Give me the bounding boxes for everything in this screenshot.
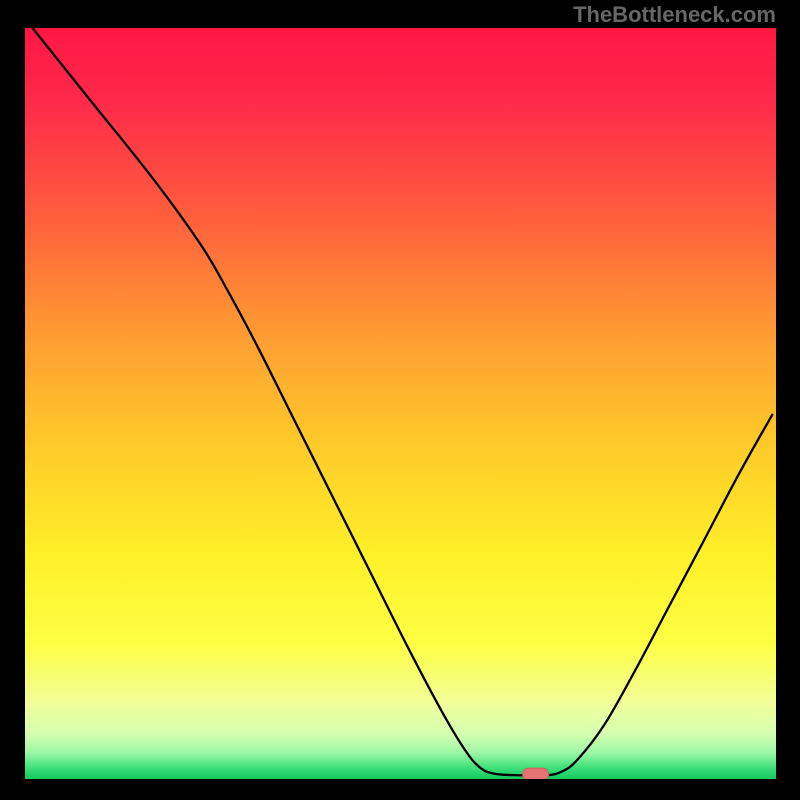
watermark-text: TheBottleneck.com (573, 2, 776, 28)
plot-area (25, 28, 776, 779)
plot-svg (25, 28, 776, 779)
chart-frame: TheBottleneck.com (0, 0, 800, 800)
gradient-background (25, 28, 776, 779)
optimal-marker (522, 768, 550, 779)
